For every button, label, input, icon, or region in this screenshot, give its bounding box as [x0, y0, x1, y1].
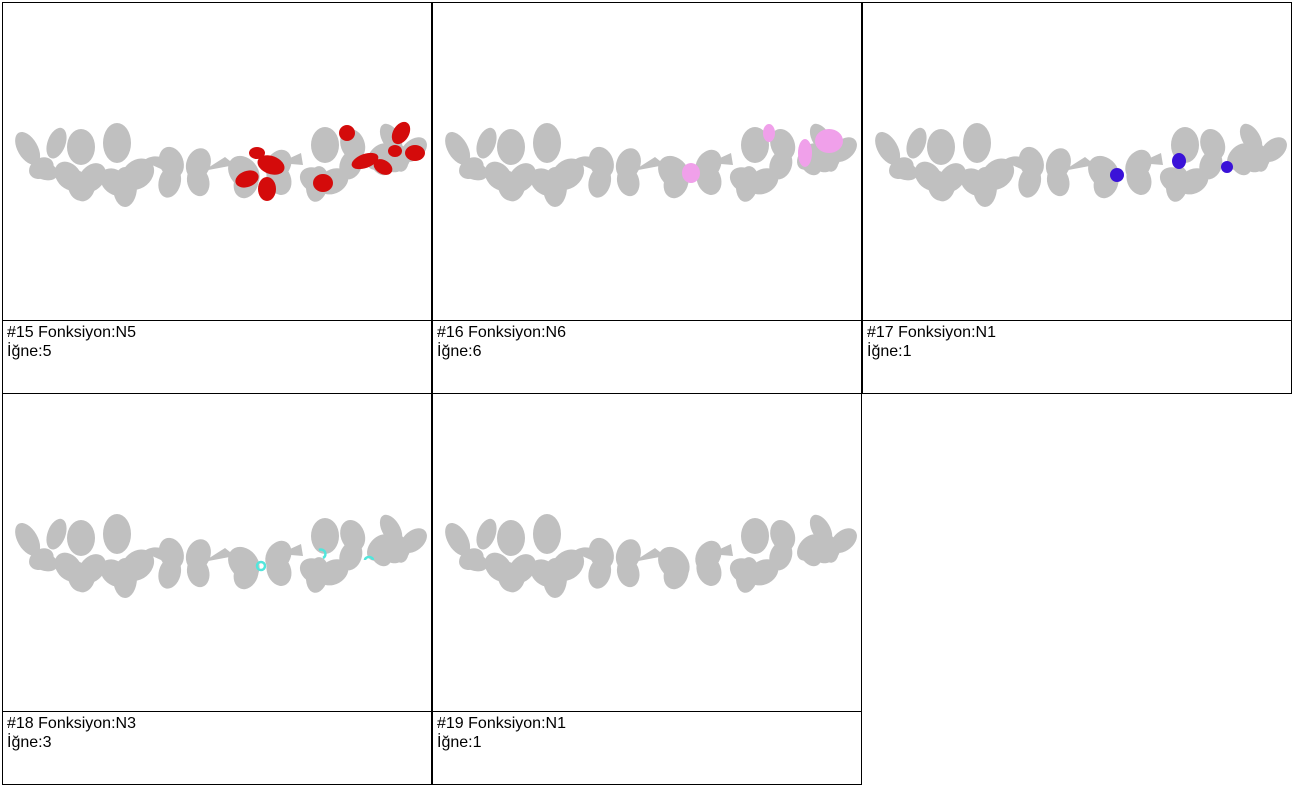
design-preview	[439, 510, 861, 598]
needle-label: İğne:3	[7, 734, 52, 751]
needle-label: İğne:1	[867, 343, 912, 360]
design-preview	[9, 119, 431, 207]
color-marks-n5	[235, 121, 425, 201]
color-marks-n6	[682, 124, 843, 183]
step-caption: #17 Fonksiyon:N1 İğne:1	[863, 320, 1291, 393]
needle-label: İğne:6	[437, 343, 482, 360]
step-caption: #18 Fonksiyon:N3 İğne:3	[3, 711, 431, 784]
stitch-step-16: #16 Fonksiyon:N6 İğne:6	[432, 2, 862, 394]
color-marks-n3	[255, 548, 375, 572]
step-caption: #15 Fonksiyon:N5 İğne:5	[3, 320, 431, 393]
stitch-step-19: #19 Fonksiyon:N1 İğne:1	[432, 393, 862, 785]
stitch-step-18: #18 Fonksiyon:N3 İğne:3	[2, 393, 432, 785]
step-title: #18 Fonksiyon:N3	[7, 715, 136, 732]
design-preview	[439, 119, 861, 207]
design-preview	[9, 510, 431, 598]
needle-label: İğne:5	[7, 343, 52, 360]
step-title: #16 Fonksiyon:N6	[437, 324, 566, 341]
step-caption: #16 Fonksiyon:N6 İğne:6	[433, 320, 861, 393]
step-title: #15 Fonksiyon:N5	[7, 324, 136, 341]
stitch-step-17: #17 Fonksiyon:N1 İğne:1	[862, 2, 1292, 394]
stitch-step-15: #15 Fonksiyon:N5 İğne:5	[2, 2, 432, 394]
needle-label: İğne:1	[437, 734, 482, 751]
design-preview	[869, 119, 1291, 207]
step-caption: #19 Fonksiyon:N1 İğne:1	[433, 711, 861, 784]
color-marks-n1	[1110, 153, 1233, 182]
step-title: #19 Fonksiyon:N1	[437, 715, 566, 732]
step-title: #17 Fonksiyon:N1	[867, 324, 996, 341]
